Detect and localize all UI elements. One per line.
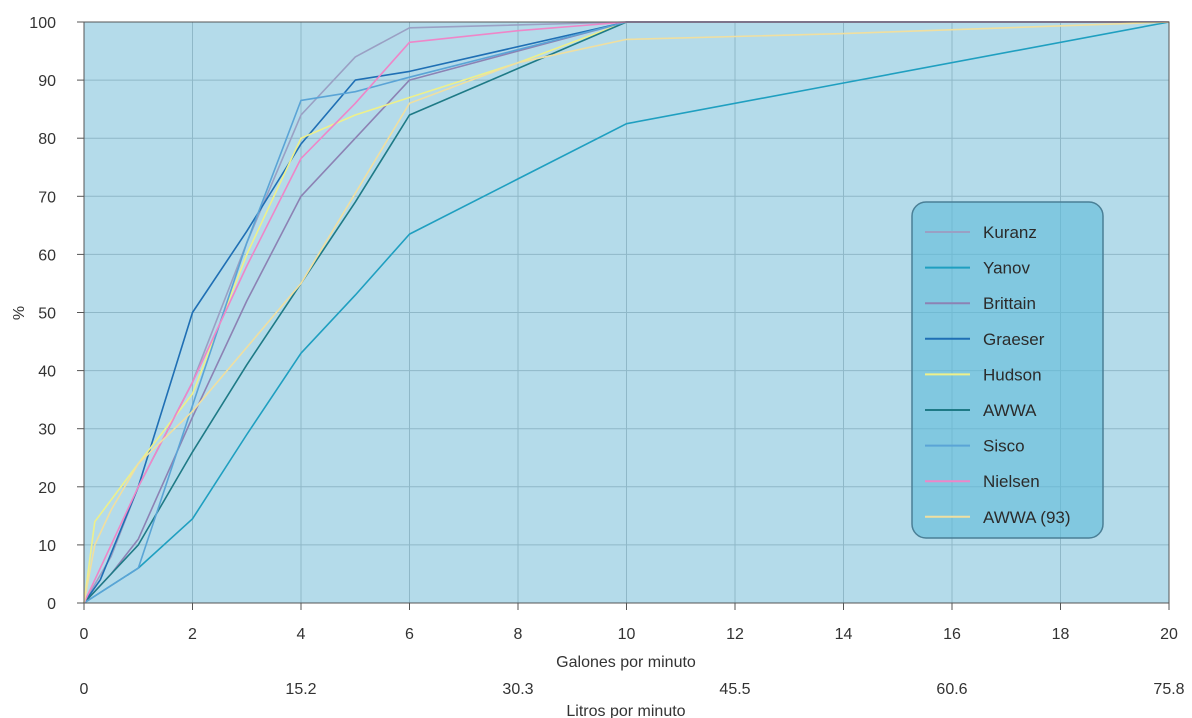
legend-label: Yanov — [983, 259, 1030, 278]
x-tick-label: 2 — [188, 626, 197, 643]
axes — [77, 21, 1170, 610]
legend-label: AWWA (93) — [983, 508, 1071, 527]
series-line-awwa — [83, 21, 1169, 604]
x2-axis-title: Litros por minuto — [566, 703, 685, 718]
y-axis-title: % — [11, 306, 28, 320]
x2-tick-label: 30.3 — [502, 681, 533, 698]
x2-tick-labels: 0 15.2 30.3 45.5 60.6 75.8 — [80, 681, 1185, 698]
y-tick-labels: 0 10 20 30 40 50 60 70 80 90 100 — [29, 15, 56, 613]
series-line-hudson — [83, 21, 1169, 604]
y-tick-label: 90 — [38, 73, 56, 90]
legend-box — [911, 201, 1104, 539]
x-tick-label: 6 — [405, 626, 414, 643]
y-tick-label: 50 — [38, 306, 56, 323]
x-tick-label: 18 — [1052, 626, 1070, 643]
y-tick-label: 70 — [38, 189, 56, 206]
y-tick-label: 40 — [38, 364, 56, 381]
x2-tick-label: 60.6 — [936, 681, 967, 698]
legend-label: Nielsen — [983, 472, 1040, 491]
x2-tick-label: 15.2 — [285, 681, 316, 698]
x-tick-label: 10 — [618, 626, 636, 643]
x-tick-label: 14 — [835, 626, 853, 643]
x2-tick-label: 45.5 — [719, 681, 750, 698]
y-tick-label: 100 — [29, 15, 56, 32]
series-lines — [83, 21, 1170, 604]
legend-label: Graeser — [983, 330, 1045, 349]
series-line-nielsen — [83, 21, 1169, 604]
legend-label: AWWA — [983, 401, 1037, 420]
x-tick-label: 8 — [514, 626, 523, 643]
series-line-brittain — [83, 21, 1169, 604]
y-tick-label: 30 — [38, 422, 56, 439]
legend-label: Brittain — [983, 294, 1036, 313]
series-line-sisco — [83, 21, 1169, 604]
series-line-yanov — [83, 21, 1170, 604]
legend-label: Sisco — [983, 437, 1025, 456]
y-tick-label: 20 — [38, 480, 56, 497]
y-tick-label: 80 — [38, 131, 56, 148]
y-tick-label: 60 — [38, 247, 56, 264]
x-tick-label: 12 — [726, 626, 744, 643]
x2-tick-label: 0 — [80, 681, 89, 698]
series-line-graeser — [83, 21, 1169, 604]
legend: Kuranz Yanov Brittain Graeser Hudson AWWA Sisc… — [911, 201, 1104, 539]
x-tick-label: 0 — [80, 626, 89, 643]
x-tick-label: 20 — [1160, 626, 1178, 643]
x-tick-labels: 0 2 4 6 8 10 12 14 16 18 20 — [80, 626, 1178, 643]
legend-label: Hudson — [983, 365, 1042, 384]
y-tick-label: 10 — [38, 538, 56, 555]
x-axis-title: Galones por minuto — [556, 654, 696, 671]
x-tick-label: 4 — [297, 626, 306, 643]
legend-label: Kuranz — [983, 223, 1037, 242]
series-line-awwa-93 — [83, 21, 1170, 604]
x2-tick-label: 75.8 — [1153, 681, 1184, 698]
x-tick-label: 16 — [943, 626, 961, 643]
y-tick-label: 0 — [47, 596, 56, 613]
